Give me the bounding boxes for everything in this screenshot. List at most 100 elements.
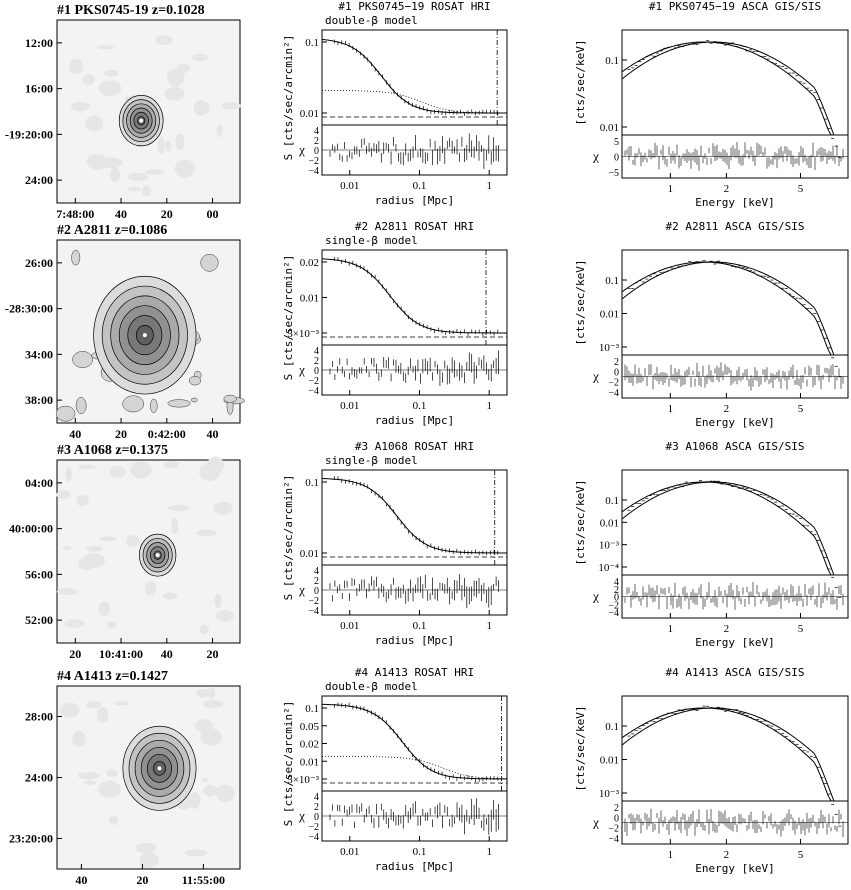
background-noise bbox=[167, 504, 189, 511]
background-noise bbox=[199, 463, 221, 482]
profile-y-tick-label: 0.02 bbox=[300, 739, 319, 751]
spectrum-x-tick-label: 1 bbox=[668, 403, 674, 415]
background-noise bbox=[154, 35, 174, 45]
profile-x-tick-label: 0.01 bbox=[340, 846, 359, 858]
spectrum-title: #4 A1413 ASCA GIS/SIS bbox=[665, 666, 804, 679]
cluster-core bbox=[142, 333, 147, 338]
chi-tick-label: 4 bbox=[614, 577, 619, 588]
background-noise bbox=[171, 517, 179, 535]
profile-y-tick-label: 5×10⁻³ bbox=[287, 774, 320, 786]
background-noise bbox=[114, 701, 130, 706]
image-title: #2 A2811 z=0.1086 bbox=[57, 223, 167, 238]
background-noise bbox=[174, 159, 196, 178]
background-noise bbox=[110, 167, 121, 183]
background-noise bbox=[196, 529, 217, 537]
background-noise bbox=[86, 701, 102, 709]
chi-tick-label: 2 bbox=[614, 585, 619, 596]
background-noise bbox=[77, 464, 96, 469]
profile-frame bbox=[321, 695, 508, 792]
spectrum-y-tick-label: 0.1 bbox=[605, 495, 619, 507]
xray-spectrum-panel: #2 A2811 ASCA GIS/SIS [cts/sec/keV] χ 0.1 0.… bbox=[574, 220, 849, 429]
background-noise bbox=[72, 351, 93, 368]
chi-tick-label: 2 bbox=[614, 803, 619, 814]
chi-tick-label: 4 bbox=[314, 792, 319, 803]
profile-x-tick-label: 0.01 bbox=[340, 400, 359, 412]
cluster-core bbox=[157, 766, 162, 771]
background-noise bbox=[203, 699, 224, 709]
chi-tick-label: −2 bbox=[608, 378, 619, 389]
chi-tick-label: −2 bbox=[308, 822, 319, 833]
background-noise bbox=[70, 101, 91, 111]
ra-tick-label: 40 bbox=[69, 427, 81, 441]
spectrum-y-tick-label: 10⁻³ bbox=[599, 788, 620, 800]
chi-tick-label: 0 bbox=[614, 367, 619, 378]
spectrum-title: #2 A2811 ASCA GIS/SIS bbox=[665, 220, 804, 233]
ra-tick-label: 40 bbox=[115, 207, 127, 221]
background-noise bbox=[71, 249, 81, 266]
chi-tick-label: 0 bbox=[314, 586, 319, 597]
background-noise bbox=[165, 140, 172, 153]
spectrum-model-curve bbox=[621, 261, 848, 356]
ra-tick-label: 20 bbox=[136, 873, 148, 887]
profile-x-label: radius [Mpc] bbox=[375, 860, 454, 873]
chi-label: χ bbox=[592, 815, 599, 830]
background-noise bbox=[62, 545, 72, 551]
chi-tick-label: −4 bbox=[608, 834, 619, 845]
profile-y-tick-label: 0.01 bbox=[300, 756, 319, 768]
spectrum-model-curve bbox=[621, 707, 848, 802]
chi-tick-label: 4 bbox=[314, 126, 319, 137]
model-curve bbox=[321, 38, 507, 114]
background-noise bbox=[162, 592, 178, 600]
background-noise bbox=[214, 593, 222, 609]
spectrum-y-tick-label: 0.1 bbox=[605, 55, 619, 67]
model-curve bbox=[321, 478, 507, 554]
spectrum-title: #1 PKS0745−19 ASCA GIS/SIS bbox=[649, 0, 821, 13]
background-noise bbox=[75, 397, 87, 415]
chi-tick-label: −2 bbox=[608, 824, 619, 835]
spectrum-frame bbox=[621, 29, 849, 136]
background-noise bbox=[195, 688, 212, 698]
profile-y-tick-label: 0.1 bbox=[305, 37, 319, 49]
spectrum-x-tick-label: 1 bbox=[668, 849, 674, 861]
dec-tick-label: 56:00 bbox=[25, 567, 53, 581]
background-noise bbox=[106, 768, 118, 778]
chi-tick-label: 0 bbox=[614, 153, 619, 164]
spectrum-x-tick-label: 1 bbox=[668, 183, 674, 195]
background-noise bbox=[199, 624, 210, 635]
profile-y-tick-label: 0.1 bbox=[305, 477, 319, 489]
background-noise bbox=[85, 545, 103, 552]
spectrum-y-label: [cts/sec/keV] bbox=[574, 39, 587, 125]
spectrum-model-curve bbox=[621, 481, 848, 576]
spectrum-x-tick-label: 5 bbox=[798, 403, 804, 415]
model-label: single-β model bbox=[325, 454, 418, 467]
dec-tick-label: 24:00 bbox=[25, 173, 53, 187]
background-noise bbox=[215, 610, 234, 622]
background-noise bbox=[98, 80, 122, 97]
background-noise bbox=[98, 601, 110, 617]
model-curve bbox=[321, 258, 507, 334]
spectrum-x-tick-label: 1 bbox=[668, 623, 674, 635]
chi-tick-label: −4 bbox=[308, 386, 319, 397]
spectrum-x-label: Energy [keV] bbox=[695, 636, 774, 649]
spectrum-frame bbox=[621, 249, 849, 356]
background-noise bbox=[69, 58, 84, 75]
background-noise bbox=[122, 395, 145, 413]
spectrum-title: #3 A1068 ASCA GIS/SIS bbox=[665, 440, 804, 453]
ra-tick-label: 40 bbox=[207, 427, 219, 441]
dec-tick-label: 26:00 bbox=[25, 256, 53, 270]
spectrum-y-label: [cts/sec/keV] bbox=[574, 705, 587, 791]
model-label: double-β model bbox=[325, 680, 418, 693]
spectrum-x-tick-label: 2 bbox=[724, 403, 730, 415]
spectrum-model-curve bbox=[621, 41, 848, 136]
chi-label: χ bbox=[298, 582, 305, 597]
spectrum-model-curve bbox=[621, 707, 848, 802]
dec-tick-label: -19:20:00 bbox=[5, 127, 53, 141]
background-noise bbox=[56, 588, 78, 596]
xray-spectrum-panel: #4 A1413 ASCA GIS/SIS [cts/sec/keV] χ 0.1 0.… bbox=[574, 666, 849, 875]
chi-tick-label: 0 bbox=[614, 813, 619, 824]
background-noise bbox=[213, 501, 233, 515]
chi-label: χ bbox=[298, 142, 305, 157]
spectrum-model-curve bbox=[621, 261, 848, 356]
